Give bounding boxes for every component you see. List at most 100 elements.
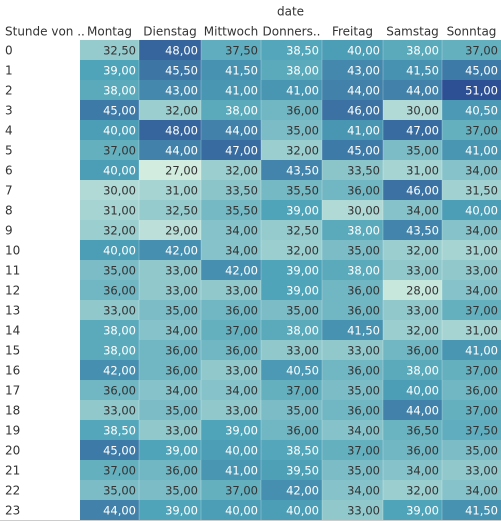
heatmap-cell[interactable]	[383, 180, 442, 200]
heatmap-cell[interactable]	[261, 420, 322, 440]
heatmap-cell[interactable]	[201, 140, 261, 160]
heatmap-cell[interactable]	[80, 380, 139, 400]
heatmap-cell[interactable]	[383, 60, 442, 80]
heatmap-cell[interactable]	[201, 440, 261, 460]
heatmap-cell[interactable]	[261, 220, 322, 240]
heatmap-cell[interactable]	[383, 400, 442, 420]
heatmap-cell[interactable]	[383, 320, 442, 340]
heatmap-cell[interactable]	[139, 40, 201, 60]
heatmap-cell[interactable]	[322, 80, 383, 100]
heatmap-cell[interactable]	[322, 440, 383, 460]
heatmap-cell[interactable]	[261, 360, 322, 380]
heatmap-cell[interactable]	[139, 260, 201, 280]
heatmap-cell[interactable]	[201, 40, 261, 60]
heatmap-cell[interactable]	[80, 220, 139, 240]
heatmap-cell[interactable]	[80, 440, 139, 460]
heatmap-cell[interactable]	[442, 100, 501, 120]
heatmap-cell[interactable]	[383, 380, 442, 400]
heatmap-cell[interactable]	[383, 360, 442, 380]
heatmap-cell[interactable]	[139, 320, 201, 340]
heatmap-cell[interactable]	[383, 340, 442, 360]
heatmap-cell[interactable]	[80, 420, 139, 440]
heatmap-cell[interactable]	[80, 80, 139, 100]
heatmap-cell[interactable]	[442, 200, 501, 220]
heatmap-cell[interactable]	[442, 500, 501, 520]
heatmap-cell[interactable]	[139, 120, 201, 140]
heatmap-cell[interactable]	[322, 40, 383, 60]
heatmap-cell[interactable]	[322, 240, 383, 260]
heatmap-cell[interactable]	[261, 240, 322, 260]
heatmap-cell[interactable]	[80, 140, 139, 160]
heatmap-cell[interactable]	[139, 400, 201, 420]
heatmap-cell[interactable]	[322, 220, 383, 240]
heatmap-cell[interactable]	[261, 480, 322, 500]
heatmap-cell[interactable]	[139, 80, 201, 100]
heatmap-cell[interactable]	[261, 340, 322, 360]
heatmap-cell[interactable]	[383, 40, 442, 60]
heatmap-cell[interactable]	[261, 40, 322, 60]
heatmap-cell[interactable]	[201, 280, 261, 300]
heatmap-cell[interactable]	[442, 380, 501, 400]
heatmap-cell[interactable]	[80, 200, 139, 220]
heatmap-cell[interactable]	[139, 60, 201, 80]
heatmap-cell[interactable]	[201, 180, 261, 200]
heatmap-cell[interactable]	[322, 300, 383, 320]
heatmap-cell[interactable]	[80, 40, 139, 60]
heatmap-cell[interactable]	[383, 460, 442, 480]
heatmap-cell[interactable]	[383, 200, 442, 220]
heatmap-cell[interactable]	[261, 160, 322, 180]
heatmap-cell[interactable]	[322, 160, 383, 180]
heatmap-cell[interactable]	[442, 180, 501, 200]
heatmap-cell[interactable]	[80, 160, 139, 180]
heatmap-cell[interactable]	[261, 500, 322, 520]
heatmap-cell[interactable]	[139, 420, 201, 440]
heatmap-cell[interactable]	[201, 100, 261, 120]
heatmap-cell[interactable]	[322, 320, 383, 340]
heatmap-cell[interactable]	[261, 320, 322, 340]
heatmap-cell[interactable]	[139, 340, 201, 360]
heatmap-cell[interactable]	[139, 300, 201, 320]
heatmap-cell[interactable]	[201, 460, 261, 480]
heatmap-cell[interactable]	[201, 120, 261, 140]
heatmap-cell[interactable]	[201, 380, 261, 400]
heatmap-cell[interactable]	[80, 240, 139, 260]
heatmap-cell[interactable]	[322, 500, 383, 520]
heatmap-cell[interactable]	[139, 240, 201, 260]
heatmap-cell[interactable]	[261, 80, 322, 100]
heatmap-cell[interactable]	[322, 260, 383, 280]
heatmap-cell[interactable]	[383, 260, 442, 280]
heatmap-cell[interactable]	[442, 60, 501, 80]
heatmap-cell[interactable]	[261, 180, 322, 200]
heatmap-cell[interactable]	[322, 140, 383, 160]
heatmap-cell[interactable]	[201, 220, 261, 240]
heatmap-cell[interactable]	[139, 200, 201, 220]
heatmap-cell[interactable]	[139, 480, 201, 500]
heatmap-cell[interactable]	[322, 420, 383, 440]
heatmap-cell[interactable]	[322, 340, 383, 360]
heatmap-cell[interactable]	[139, 360, 201, 380]
heatmap-cell[interactable]	[442, 300, 501, 320]
heatmap-cell[interactable]	[201, 60, 261, 80]
heatmap-cell[interactable]	[442, 220, 501, 240]
heatmap-cell[interactable]	[139, 140, 201, 160]
heatmap-cell[interactable]	[80, 340, 139, 360]
heatmap-cell[interactable]	[442, 140, 501, 160]
heatmap-cell[interactable]	[383, 300, 442, 320]
heatmap-cell[interactable]	[261, 120, 322, 140]
heatmap-cell[interactable]	[261, 400, 322, 420]
heatmap-cell[interactable]	[442, 460, 501, 480]
heatmap-cell[interactable]	[139, 440, 201, 460]
heatmap-cell[interactable]	[261, 300, 322, 320]
heatmap-cell[interactable]	[322, 400, 383, 420]
heatmap-cell[interactable]	[261, 200, 322, 220]
heatmap-cell[interactable]	[383, 240, 442, 260]
heatmap-cell[interactable]	[442, 320, 501, 340]
heatmap-cell[interactable]	[383, 500, 442, 520]
heatmap-cell[interactable]	[139, 100, 201, 120]
heatmap-cell[interactable]	[80, 120, 139, 140]
heatmap-cell[interactable]	[322, 120, 383, 140]
heatmap-cell[interactable]	[383, 160, 442, 180]
heatmap-cell[interactable]	[80, 280, 139, 300]
heatmap-cell[interactable]	[261, 60, 322, 80]
heatmap-cell[interactable]	[442, 280, 501, 300]
